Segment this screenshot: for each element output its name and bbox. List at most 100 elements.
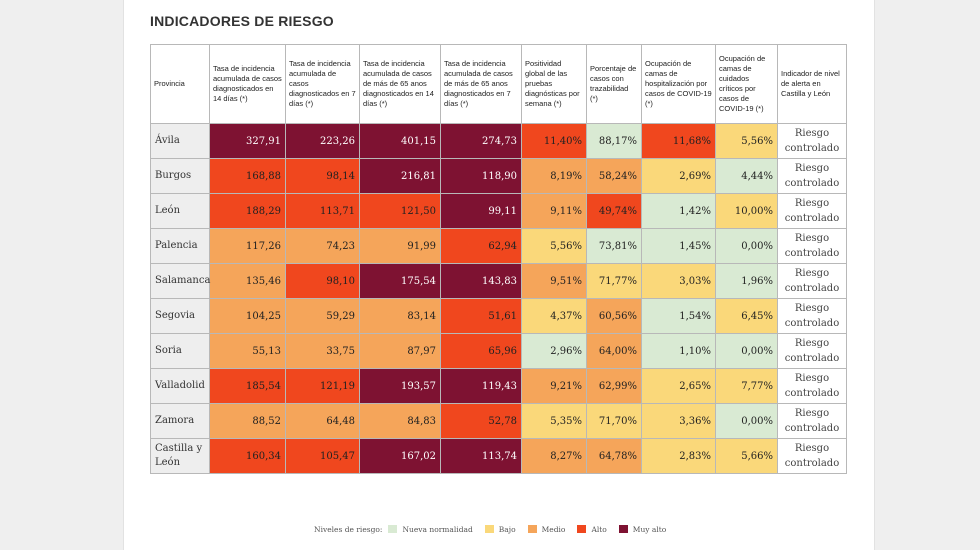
cell-nivel-alerta: Riesgo controlado <box>777 438 847 474</box>
cell-ocupacion-criticos: 0,00% <box>715 403 778 439</box>
cell-trazabilidad: 62,99% <box>586 368 642 404</box>
cell-provincia: Soria <box>150 333 210 369</box>
cell-ocupacion-hospital: 1,45% <box>641 228 716 264</box>
cell-incidencia-65-14d: 121,50 <box>359 193 441 229</box>
legend-swatch <box>527 525 537 533</box>
cell-provincia: Palencia <box>150 228 210 264</box>
cell-nivel-alerta: Riesgo controlado <box>777 333 847 369</box>
cell-incidencia-65-14d: 401,15 <box>359 123 441 159</box>
legend-item: Muy alto <box>618 524 667 534</box>
cell-incidencia-14d: 327,91 <box>209 123 286 159</box>
legend-swatch <box>618 525 628 533</box>
cell-positividad: 9,21% <box>521 368 587 404</box>
cell-ocupacion-criticos: 4,44% <box>715 158 778 194</box>
cell-incidencia-65-14d: 193,57 <box>359 368 441 404</box>
cell-incidencia-14d: 55,13 <box>209 333 286 369</box>
cell-positividad: 5,35% <box>521 403 587 439</box>
table-row: Ávila 327,91 223,26 401,15 274,73 11,40% 88,17… <box>150 123 847 159</box>
cell-incidencia-65-7d: 118,90 <box>440 158 522 194</box>
cell-provincia: Salamanca <box>150 263 210 299</box>
cell-incidencia-7d: 59,29 <box>285 298 360 334</box>
cell-ocupacion-hospital: 1,54% <box>641 298 716 334</box>
header-provincia: Provincia <box>150 44 210 124</box>
cell-incidencia-7d: 105,47 <box>285 438 360 474</box>
cell-provincia: Segovia <box>150 298 210 334</box>
cell-incidencia-65-14d: 84,83 <box>359 403 441 439</box>
cell-nivel-alerta: Riesgo controlado <box>777 158 847 194</box>
cell-incidencia-65-7d: 62,94 <box>440 228 522 264</box>
cell-ocupacion-criticos: 1,96% <box>715 263 778 299</box>
cell-incidencia-65-7d: 52,78 <box>440 403 522 439</box>
cell-incidencia-65-7d: 99,11 <box>440 193 522 229</box>
cell-ocupacion-criticos: 5,66% <box>715 438 778 474</box>
table-row: Palencia 117,26 74,23 91,99 62,94 5,56% 73,81%… <box>150 228 847 264</box>
legend-label: Bajo <box>498 524 516 534</box>
cell-provincia: Valladolid <box>150 368 210 404</box>
cell-trazabilidad: 88,17% <box>586 123 642 159</box>
cell-nivel-alerta: Riesgo controlado <box>777 228 847 264</box>
cell-trazabilidad: 71,77% <box>586 263 642 299</box>
header-trazabilidad: Porcentaje de casos con trazabilidad (*) <box>586 44 642 124</box>
cell-ocupacion-criticos: 5,56% <box>715 123 778 159</box>
cell-trazabilidad: 60,56% <box>586 298 642 334</box>
header-positividad: Positividad global de las pruebas diagnó… <box>521 44 587 124</box>
cell-ocupacion-criticos: 10,00% <box>715 193 778 229</box>
cell-incidencia-7d: 98,14 <box>285 158 360 194</box>
cell-incidencia-14d: 160,34 <box>209 438 286 474</box>
cell-incidencia-65-7d: 143,83 <box>440 263 522 299</box>
cell-incidencia-65-14d: 216,81 <box>359 158 441 194</box>
cell-incidencia-65-7d: 51,61 <box>440 298 522 334</box>
table-row: León 188,29 113,71 121,50 99,11 9,11% 49,74% 1,… <box>150 193 847 229</box>
cell-incidencia-65-7d: 274,73 <box>440 123 522 159</box>
cell-ocupacion-hospital: 2,83% <box>641 438 716 474</box>
cell-incidencia-14d: 104,25 <box>209 298 286 334</box>
header-nivel-alerta: Indicador de nivel de alerta en Castilla… <box>777 44 847 124</box>
cell-ocupacion-hospital: 1,10% <box>641 333 716 369</box>
legend-swatch <box>388 525 398 533</box>
cell-ocupacion-hospital: 1,42% <box>641 193 716 229</box>
cell-incidencia-14d: 135,46 <box>209 263 286 299</box>
table-row: Castilla y León 160,34 105,47 167,02 113,74 8… <box>150 438 847 474</box>
page-title: INDICADORES DE RIESGO <box>150 13 334 29</box>
cell-nivel-alerta: Riesgo controlado <box>777 123 847 159</box>
cell-incidencia-65-14d: 91,99 <box>359 228 441 264</box>
cell-incidencia-65-14d: 83,14 <box>359 298 441 334</box>
header-ocupacion-hospital: Ocupación de camas de hospitalización po… <box>641 44 716 124</box>
header-ocupacion-criticos: Ocupación de camas de cuidados críticos … <box>715 44 778 124</box>
table-row: Salamanca 135,46 98,10 175,54 143,83 9,51% 71,… <box>150 263 847 299</box>
cell-incidencia-7d: 64,48 <box>285 403 360 439</box>
cell-ocupacion-criticos: 6,45% <box>715 298 778 334</box>
cell-positividad: 5,56% <box>521 228 587 264</box>
cell-provincia: Burgos <box>150 158 210 194</box>
cell-ocupacion-hospital: 3,36% <box>641 403 716 439</box>
cell-positividad: 8,27% <box>521 438 587 474</box>
cell-ocupacion-criticos: 0,00% <box>715 228 778 264</box>
cell-positividad: 4,37% <box>521 298 587 334</box>
legend-item: Alto <box>577 525 607 534</box>
table-row: Segovia 104,25 59,29 83,14 51,61 4,37% 60,56% 1… <box>150 298 847 334</box>
table-row: Burgos 168,88 98,14 216,81 118,90 8,19% 58,24%… <box>150 158 847 194</box>
cell-provincia: Ávila <box>150 123 210 159</box>
risk-legend: Niveles de riesgo: Nueva normalidad Bajo M… <box>314 523 678 535</box>
cell-incidencia-7d: 121,19 <box>285 368 360 404</box>
cell-incidencia-7d: 33,75 <box>285 333 360 369</box>
cell-incidencia-65-14d: 87,97 <box>359 333 441 369</box>
legend-label: Muy alto <box>632 524 667 534</box>
legend-item: Bajo <box>484 524 516 534</box>
legend-title: Niveles de riesgo: <box>314 524 383 534</box>
cell-nivel-alerta: Riesgo controlado <box>777 193 847 229</box>
header-incidencia-65-14d: Tasa de incidencia acumulada de casos de… <box>359 44 441 124</box>
cell-provincia: Castilla y León <box>150 438 210 474</box>
cell-nivel-alerta: Riesgo controlado <box>777 368 847 404</box>
cell-incidencia-65-14d: 167,02 <box>359 438 441 474</box>
cell-incidencia-7d: 74,23 <box>285 228 360 264</box>
cell-positividad: 8,19% <box>521 158 587 194</box>
legend-label: Nueva normalidad <box>402 524 473 534</box>
cell-trazabilidad: 64,78% <box>586 438 642 474</box>
legend-swatch <box>484 525 494 533</box>
cell-provincia: Zamora <box>150 403 210 439</box>
legend-item: Nueva normalidad <box>388 524 473 534</box>
table-row: Zamora 88,52 64,48 84,83 52,78 5,35% 71,70% 3,3… <box>150 403 847 439</box>
legend-item: Medio <box>527 525 565 534</box>
cell-incidencia-14d: 88,52 <box>209 403 286 439</box>
